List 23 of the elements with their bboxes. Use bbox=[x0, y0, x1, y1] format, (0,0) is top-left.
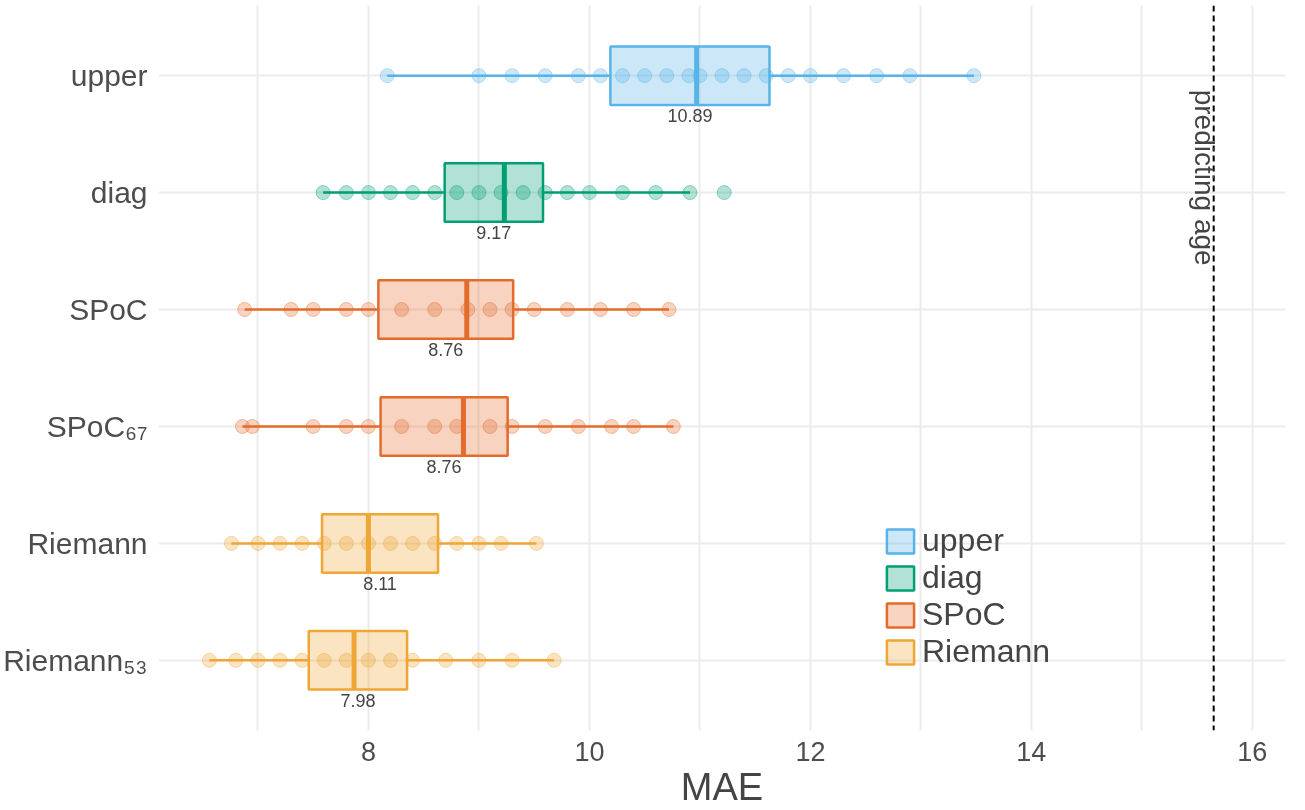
y-tick-label: SPoC bbox=[69, 293, 148, 327]
x-axis-title: MAE bbox=[680, 765, 764, 808]
annotation: 10.89 bbox=[667, 105, 713, 126]
legend-label: diag bbox=[922, 559, 983, 596]
y-tick-label: upper bbox=[70, 59, 148, 93]
x-tick-label: 16 bbox=[1237, 736, 1268, 767]
ref-line-label: predicting age bbox=[1188, 89, 1220, 266]
annotation: 9.17 bbox=[476, 222, 512, 243]
legend-label: SPoC bbox=[922, 596, 1006, 633]
legend-label: upper bbox=[922, 522, 1004, 559]
x-tick-label: 12 bbox=[795, 736, 826, 767]
y-tick-label: SPoC₆₇ bbox=[46, 409, 148, 443]
annotation: 7.98 bbox=[340, 690, 376, 711]
x-tick-label: 8 bbox=[360, 736, 376, 767]
y-tick-label: Riemann bbox=[27, 526, 148, 560]
annotation: 8.76 bbox=[428, 339, 464, 360]
y-tick-label: diag bbox=[90, 176, 148, 210]
annotation: 8.11 bbox=[363, 573, 397, 594]
y-tick-label: Riemann₅₃ bbox=[3, 643, 148, 677]
x-tick-label: 14 bbox=[1016, 736, 1047, 767]
x-tick-label: 10 bbox=[574, 736, 605, 767]
annotation: 8.76 bbox=[426, 456, 462, 477]
legend-label: Riemann bbox=[922, 633, 1051, 670]
